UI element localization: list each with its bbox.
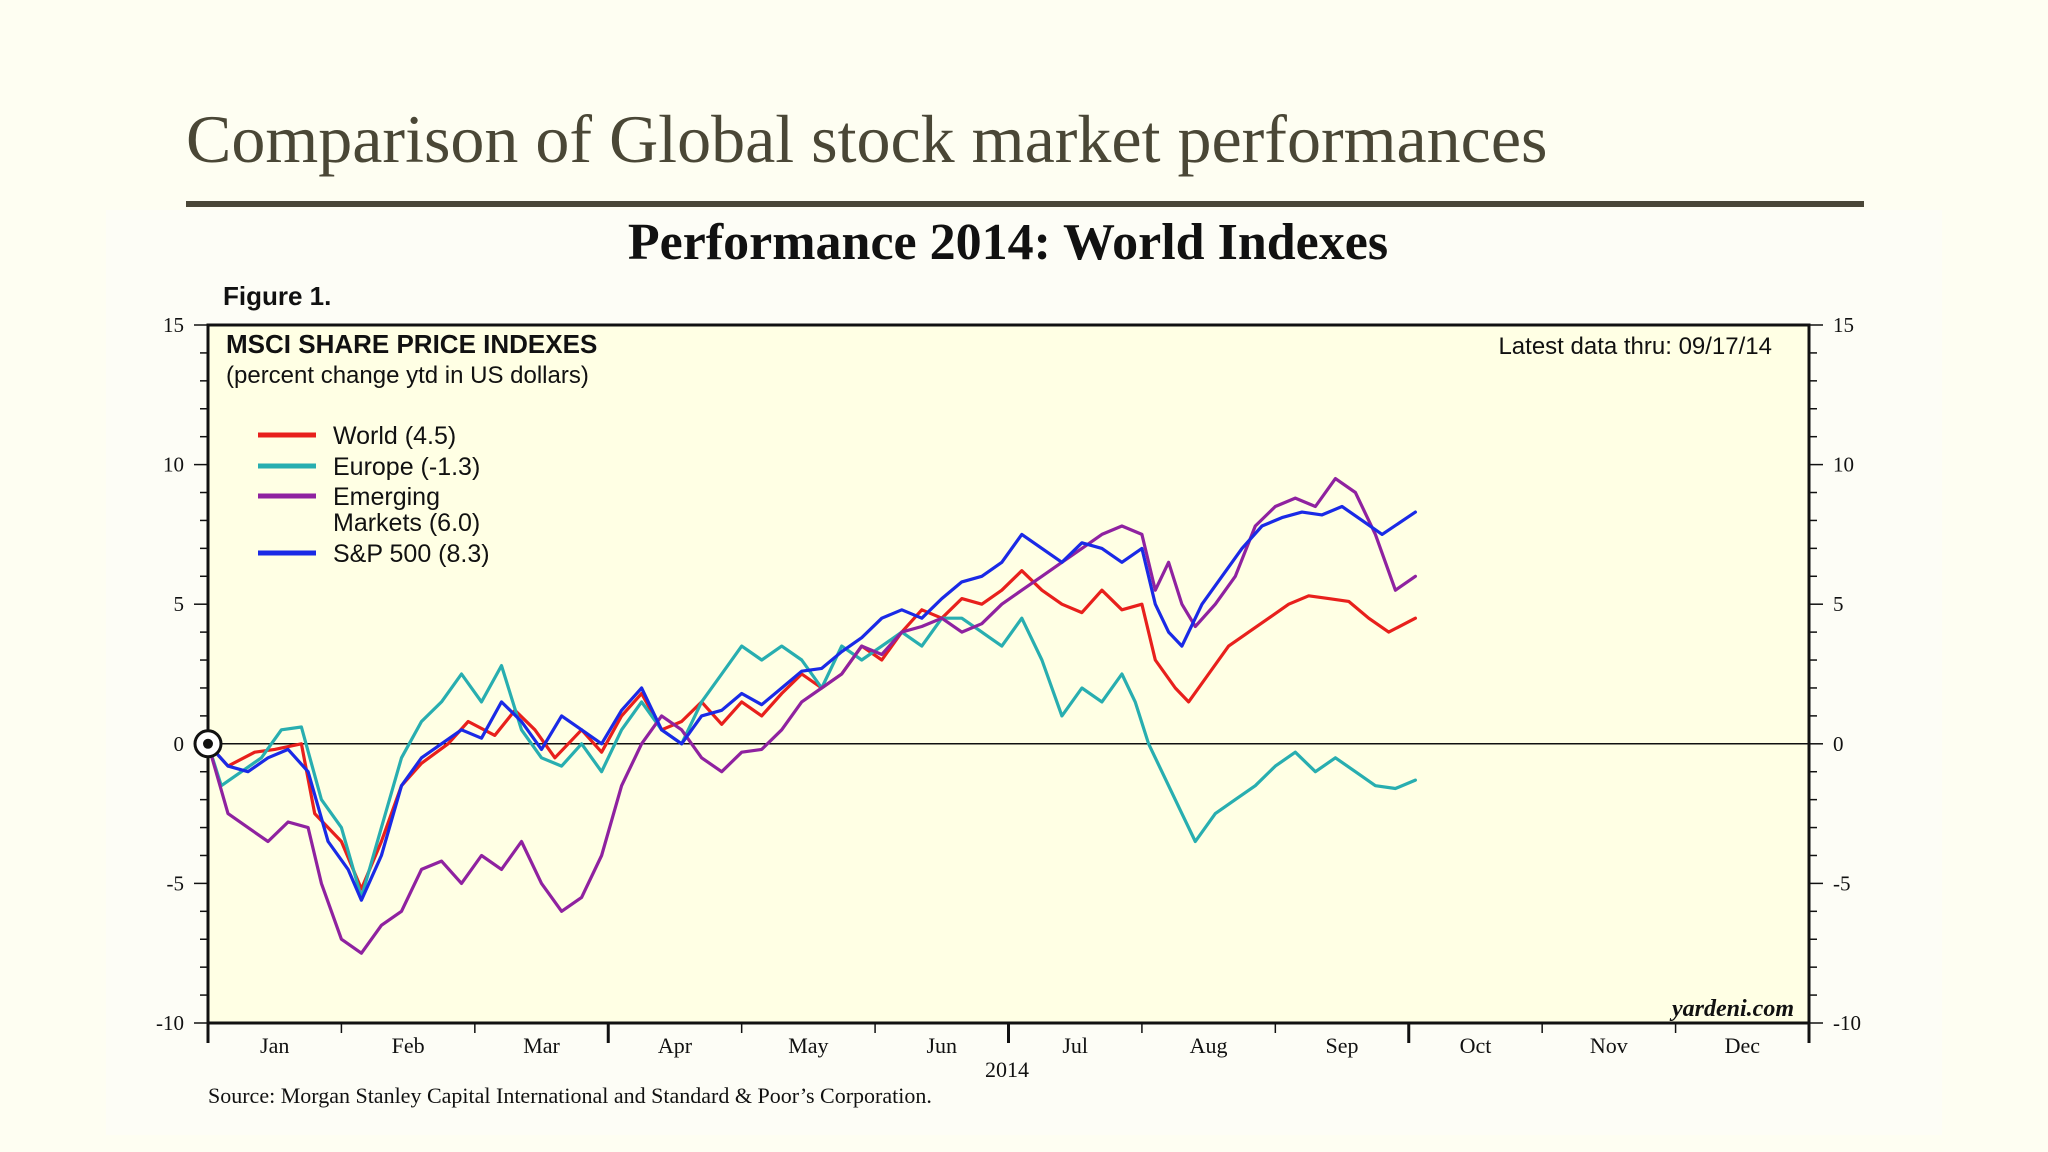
slide-title: Comparison of Global stock market perfor… [186,101,1548,177]
y-tick-label-right: 10 [1833,453,1854,477]
y-tick-label-left: -5 [167,871,185,895]
y-tick-label-left: -10 [156,1011,184,1035]
title-divider [186,201,1864,207]
y-tick-label-right: -10 [1833,1011,1861,1035]
y-tick-label-left: 0 [174,732,185,756]
x-tick-label: Jun [927,1033,958,1058]
y-tick-label-left: 10 [163,453,184,477]
origin-marker-dot [203,738,213,749]
x-tick-label: Jul [1062,1033,1088,1058]
y-tick-label-right: 0 [1833,732,1844,756]
legend-label-3: S&P 500 (8.3) [333,540,490,568]
legend-label-1: Europe (-1.3) [333,453,480,481]
y-tick-label-left: 5 [174,592,185,616]
x-tick-label: Apr [658,1033,693,1058]
x-tick-label: Nov [1590,1033,1628,1058]
x-tick-label: Aug [1190,1033,1228,1058]
legend-label-0: World (4.5) [333,422,456,450]
source-note: Source: Morgan Stanley Capital Internati… [208,1083,932,1108]
plot-area [206,323,1811,1025]
chart-title: Performance 2014: World Indexes [628,214,1388,271]
x-tick-label: Feb [392,1033,425,1058]
legend-label-2: Emerging Markets (6.0) [333,483,480,537]
watermark: yardeni.com [1669,996,1794,1022]
figure-label: Figure 1. [223,281,331,311]
x-tick-label: Mar [523,1033,560,1058]
y-tick-label-right: 15 [1833,313,1854,337]
x-tick-label: Jan [260,1033,289,1058]
x-tick-label: Sep [1326,1033,1359,1058]
y-tick-label-right: 5 [1833,592,1844,616]
latest-data-note: Latest data thru: 09/17/14 [1498,333,1772,360]
x-tick-label: Dec [1725,1033,1761,1058]
series-line-3 [206,504,1418,902]
x-axis-year-label: 2014 [985,1057,1029,1082]
chart-subtitle: MSCI SHARE PRICE INDEXES [226,329,597,359]
series-line-2 [206,477,1418,955]
chart-subtitle-units: (percent change ytd in US dollars) [226,362,589,389]
y-tick-label-left: 15 [163,313,184,337]
x-tick-label: Oct [1460,1033,1492,1058]
y-tick-label-right: -5 [1833,871,1851,895]
x-tick-label: May [788,1033,828,1058]
